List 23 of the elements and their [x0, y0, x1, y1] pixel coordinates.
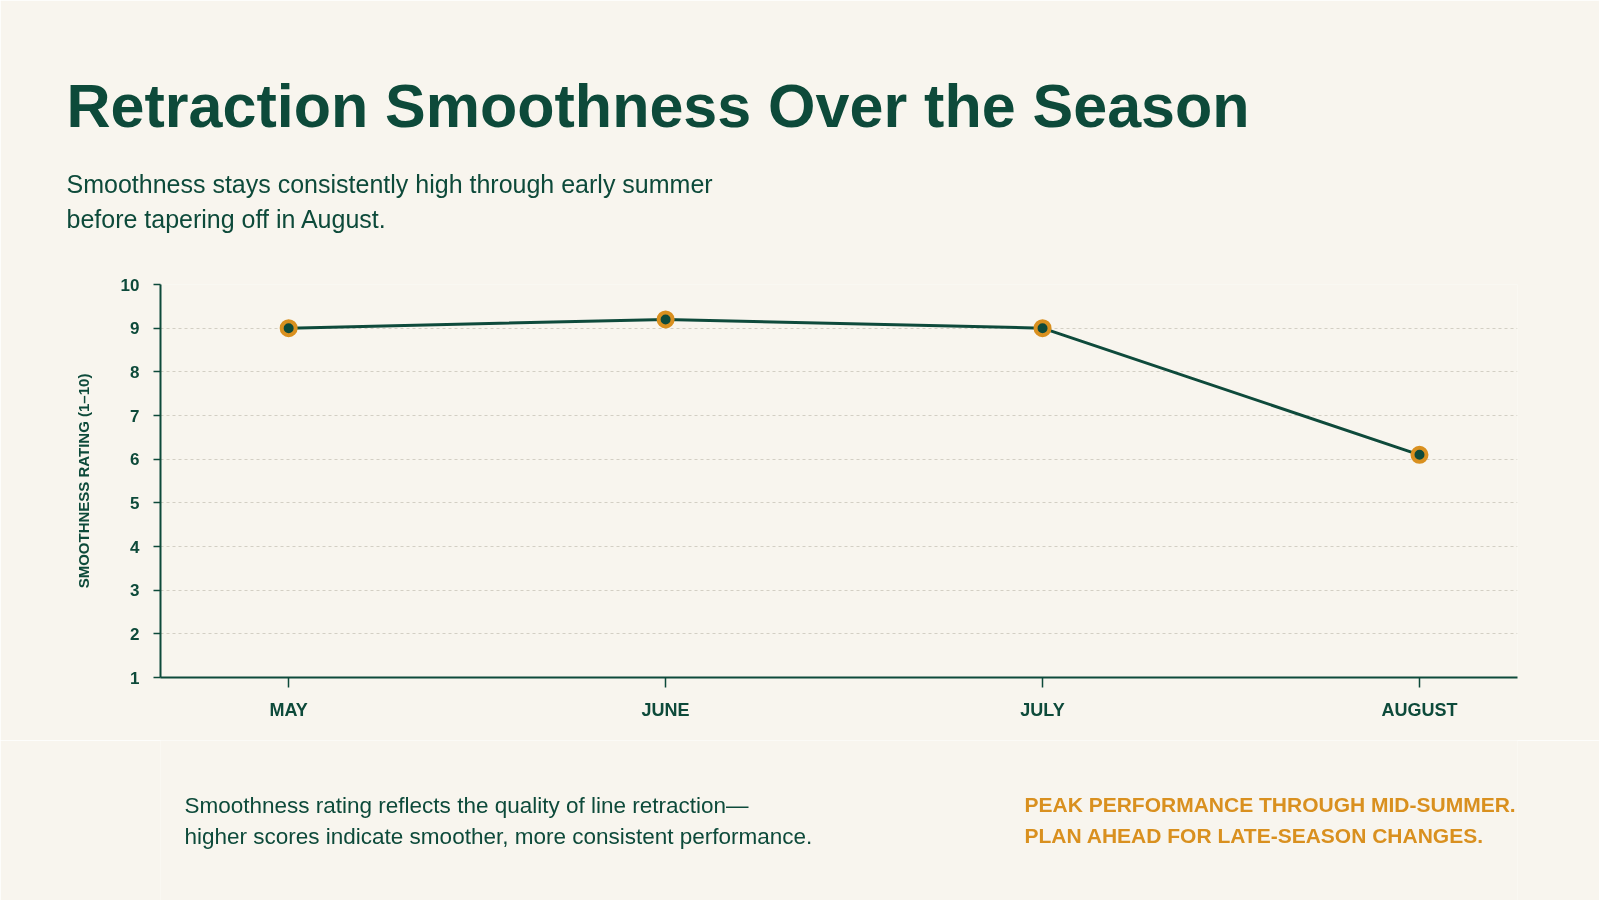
y-tick-label: 4 [130, 537, 141, 557]
chart-title: Retraction Smoothness Over the Season [66, 71, 1250, 140]
x-tick-label: AUGUST [1381, 699, 1458, 720]
y-tick-label: 6 [130, 450, 140, 470]
text: Smoothness rating reflects the quality of line retraction— higher scores indicate smoother, more consistent performance. [184, 792, 813, 850]
chart-subtitle: Smoothness stays consistently high through early summer before tapering off in August. [66, 169, 713, 233]
y-tick-label: 9 [130, 319, 140, 339]
y-tick-label: 7 [130, 406, 140, 426]
y-tick-label: 8 [130, 362, 140, 382]
point [1033, 319, 1052, 338]
y-tick-label: 1 [130, 668, 140, 688]
x-tick-label: MAY [269, 699, 308, 720]
point [279, 319, 298, 338]
x-tick-label: JUNE [641, 699, 690, 720]
y-tick-label: 2 [130, 624, 140, 644]
y-axis-title: SMOOTHNESS RATING (1–10) [74, 373, 92, 589]
x-tick-label: JULY [1020, 699, 1065, 720]
y-tick-label: 10 [120, 275, 140, 295]
text: PEAK PERFORMANCE THROUGH MID-SUMMER. PLAN AHEAD FOR LATE-SEASON CHANGES. [1024, 792, 1516, 847]
point [656, 310, 675, 329]
y-tick-label: 5 [130, 493, 140, 513]
point [1410, 445, 1429, 464]
y-tick-label: 3 [130, 581, 140, 601]
